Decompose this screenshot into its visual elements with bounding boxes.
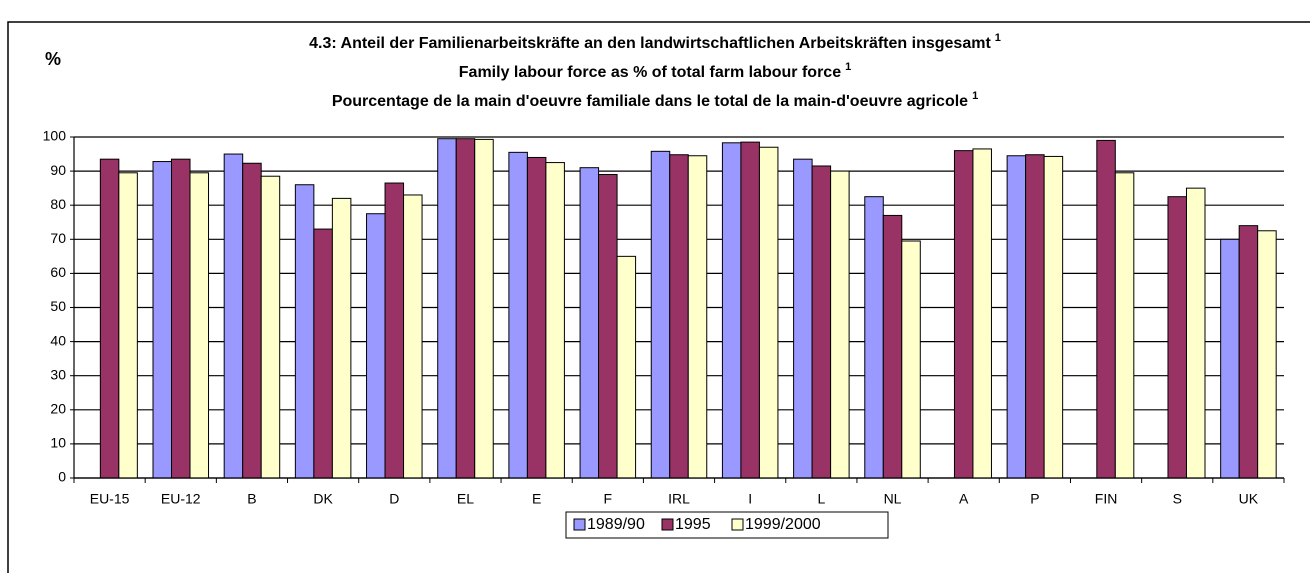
y-tick-label: 20 [50,401,66,417]
bar [721,142,742,479]
x-tick-label: E [532,491,541,507]
legend-label: 1989/90 [587,516,645,533]
y-tick-label: 60 [50,264,66,280]
bar [740,141,760,479]
chart-border [7,21,1310,573]
x-tick-label: P [1030,491,1039,507]
chart-title: Pourcentage de la main d'oeuvre familial… [332,90,978,110]
legend-label: 1995 [675,516,711,533]
x-tick-label: IRL [668,491,690,507]
bar [811,165,832,479]
y-tick-label: 90 [50,162,66,178]
legend-swatch [661,518,674,531]
bar [366,213,386,479]
legend-swatch [731,518,744,531]
bar [972,148,992,479]
bar [437,138,457,479]
bar [1257,230,1277,479]
bar [579,167,600,479]
bar [189,172,210,479]
x-tick-label: L [817,491,825,507]
bar [687,155,708,479]
x-tick-label: FIN [1095,491,1118,507]
bar [616,255,637,479]
bar [830,170,850,479]
bar [118,172,138,479]
footnote-mark: 1 [972,90,978,102]
x-tick-label: D [389,491,399,507]
legend-swatch [573,518,586,531]
x-tick-label: I [748,491,752,507]
bar [294,184,315,479]
title-text: 4.3: Anteil der Familienarbeitskräfte an… [309,35,991,52]
bar [901,240,921,479]
bar [313,228,333,479]
x-tick-label: EU-12 [161,491,201,507]
bar [331,197,352,479]
x-tick-label: EL [457,491,474,507]
title-text: Family labour force as % of total farm l… [459,64,841,81]
bar [1238,225,1259,479]
bar [1114,172,1135,479]
bar [526,156,547,479]
y-tick-label: 70 [50,230,66,246]
y-tick-label: 100 [43,128,67,144]
y-axis-label: % [45,49,61,69]
bar [1043,155,1064,479]
y-tick-label: 0 [58,469,66,485]
bar [152,161,173,479]
y-tick-label: 80 [50,196,66,212]
x-tick-label: A [959,491,969,507]
y-tick-label: 40 [50,332,66,348]
legend-box [565,511,889,539]
bar [223,153,244,479]
x-tick-label: S [1173,491,1182,507]
bar [882,214,903,479]
x-tick-label: DK [313,491,333,507]
chart-title: Family labour force as % of total farm l… [459,61,851,81]
legend-label: 1999/2000 [745,516,821,533]
x-tick-label: F [604,491,613,507]
footnote-mark: 1 [995,32,1001,44]
bar [598,174,618,479]
x-tick-label: EU-15 [90,491,130,507]
x-tick-label: NL [884,491,902,507]
bar [242,162,262,479]
bar [1025,154,1045,479]
bar [474,138,494,479]
bar [1167,196,1187,479]
y-tick-label: 50 [50,298,66,314]
bar [508,151,528,479]
x-tick-label: UK [1239,491,1259,507]
bar [260,175,281,479]
bar [650,150,671,479]
bar [403,194,423,479]
bar [1220,238,1240,479]
bar [545,162,565,479]
bar [758,146,779,479]
bar [953,150,974,479]
bar [455,138,476,479]
bar [864,196,884,479]
y-tick-label: 30 [50,366,66,382]
bar [669,154,689,479]
bar [99,158,120,479]
bar [793,158,813,479]
y-tick-label: 10 [50,435,66,451]
bar [384,182,405,479]
chart-title: 4.3: Anteil der Familienarbeitskräfte an… [309,32,1001,52]
bar [171,158,191,479]
bar [1185,187,1206,479]
x-tick-label: B [247,491,256,507]
bar [1096,139,1116,479]
footnote-mark: 1 [845,61,851,73]
title-text: Pourcentage de la main d'oeuvre familial… [332,93,968,110]
bar [1006,155,1027,479]
